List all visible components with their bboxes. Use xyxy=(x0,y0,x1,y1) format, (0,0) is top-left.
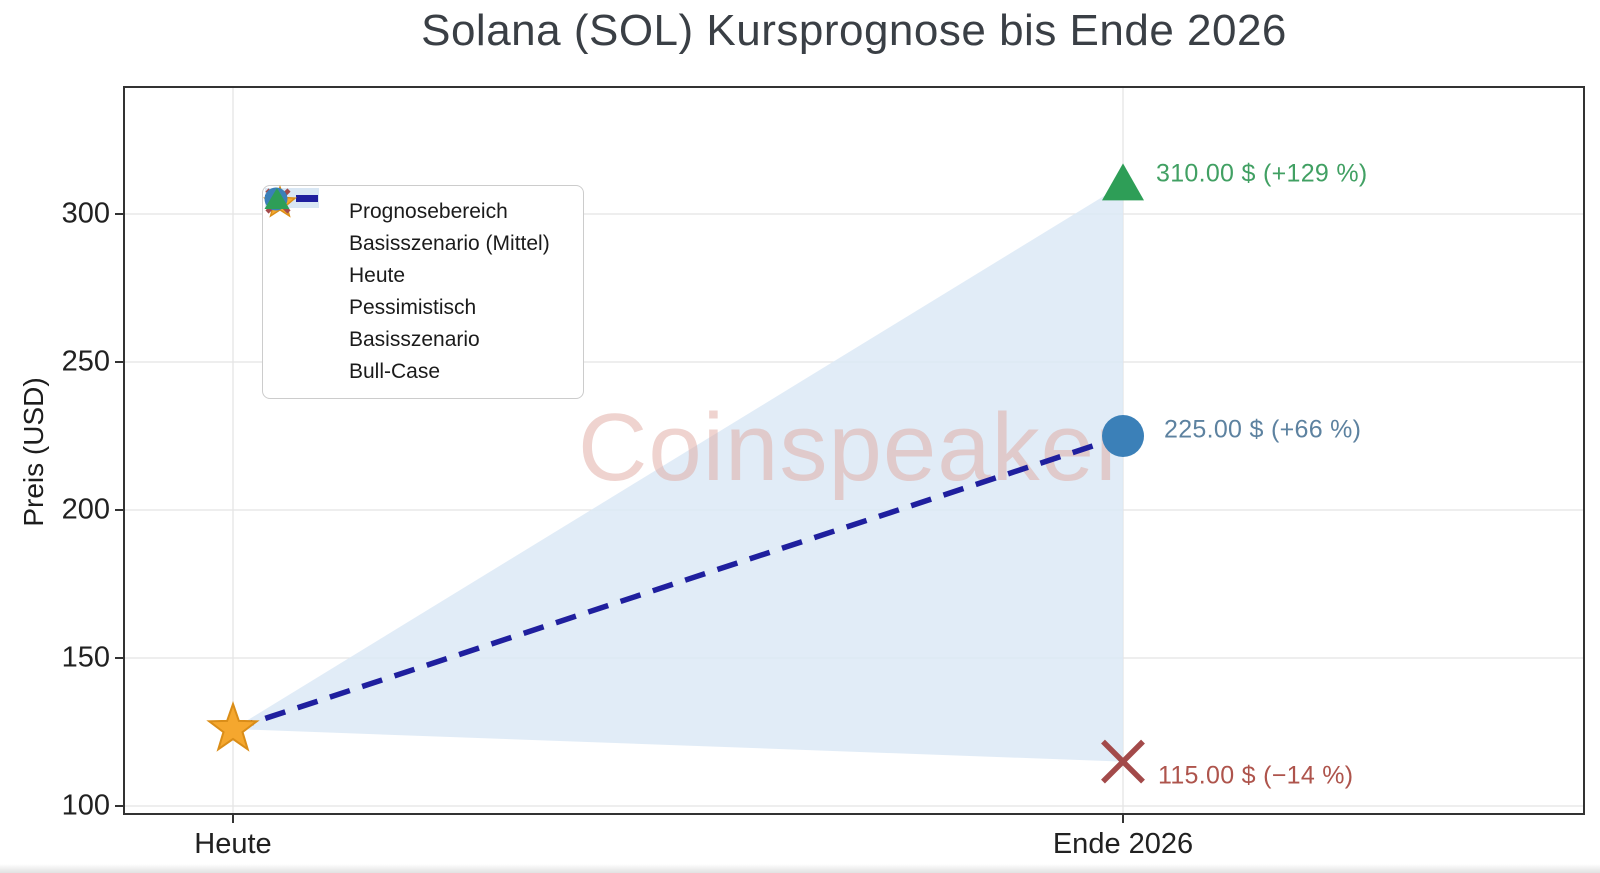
plot-svg: Coinspeaker xyxy=(115,86,1585,823)
legend: Prognosebereich Basisszenario (Mittel) H… xyxy=(262,185,584,399)
base-scenario-line xyxy=(232,433,1124,732)
marker-base-circle xyxy=(1102,415,1144,457)
y-tick-label: 100 xyxy=(61,789,110,822)
y-tick-label: 300 xyxy=(61,197,110,230)
legend-label: Pessimistisch xyxy=(349,296,477,319)
plot-area: Coinspeaker Prognosebereich Basisszenari… xyxy=(115,86,1585,823)
legend-label: Basisszenario (Mittel) xyxy=(349,232,550,255)
y-axis-title: Preis (USD) xyxy=(18,377,49,527)
x-tick-label: Heute xyxy=(194,828,272,860)
marker-pessimistic-x xyxy=(1101,739,1145,784)
annotation-bull: 310.00 $ (+129 %) xyxy=(1156,159,1368,188)
legend-item-heute: Heute xyxy=(262,185,571,292)
legend-item-basisszenario: Basisszenario xyxy=(264,187,571,356)
y-tick-label: 200 xyxy=(61,493,110,526)
y-tick-label: 150 xyxy=(61,641,110,674)
forecast-band xyxy=(233,184,1123,762)
watermark-text: Coinspeaker xyxy=(578,394,1128,501)
legend-item-bull-case: Bull-Case xyxy=(264,188,571,388)
x-tick-label: Ende 2026 xyxy=(1052,828,1194,860)
annotation-base: 225.00 $ (+66 %) xyxy=(1164,415,1362,444)
legend-label: Basisszenario xyxy=(349,328,480,351)
legend-item-pessimistisch: Pessimistisch xyxy=(265,188,571,324)
marker-heute-star xyxy=(206,700,260,752)
legend-item-basisszenario-mittel: Basisszenario (Mittel) xyxy=(265,195,571,260)
annotation-pessimistic: 115.00 $ (−14 %) xyxy=(1158,761,1354,790)
legend-label: Heute xyxy=(349,264,406,287)
legend-label: Bull-Case xyxy=(349,360,441,383)
bottom-smudge xyxy=(0,864,1600,873)
marker-bull-triangle xyxy=(1102,163,1144,201)
chart-title: Solana (SOL) Kursprognose bis Ende 2026 xyxy=(421,6,1287,55)
y-tick-label: 250 xyxy=(61,345,110,378)
legend-label: Prognosebereich xyxy=(349,200,508,223)
plot-frame xyxy=(123,86,1585,815)
